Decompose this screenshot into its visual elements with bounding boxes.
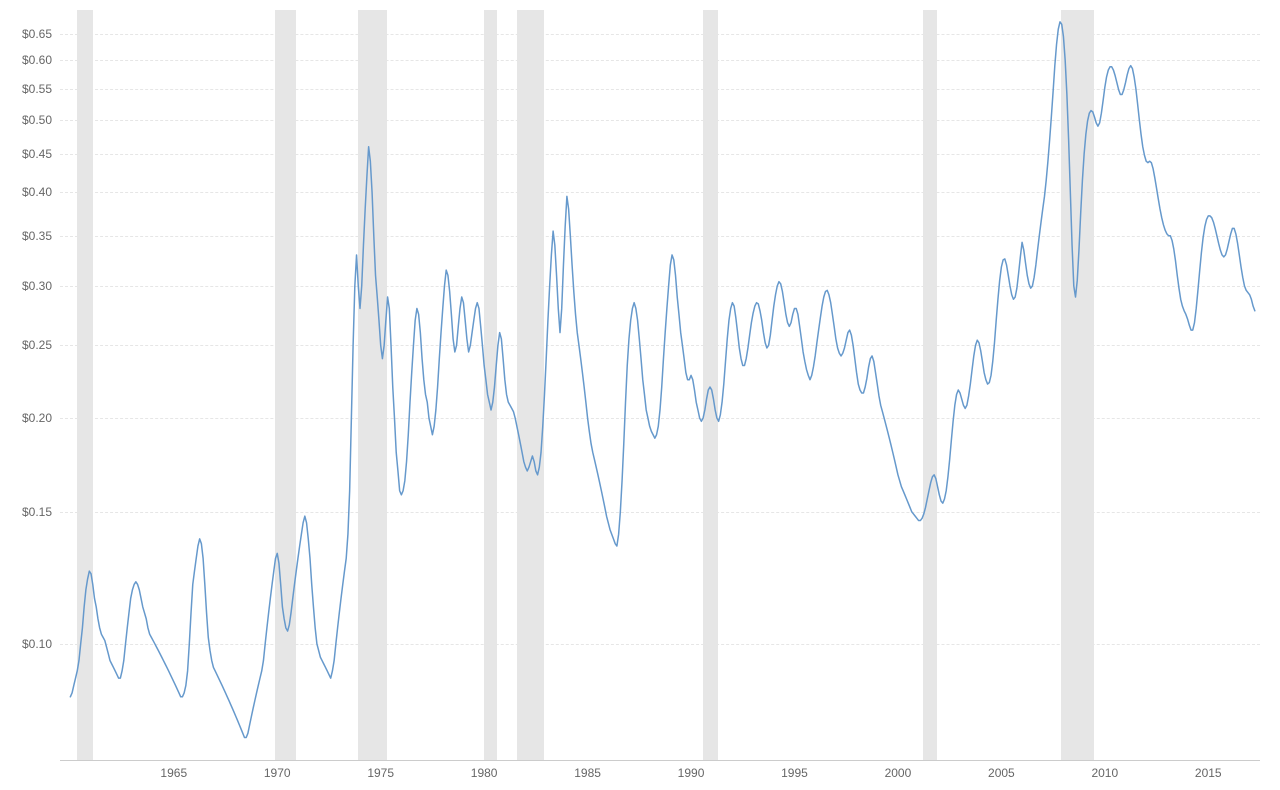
y-axis-label: $0.65 (0, 27, 52, 41)
x-axis-label: 1995 (781, 766, 808, 780)
y-axis-label: $0.30 (0, 279, 52, 293)
price-chart: $0.10 $0.15 $0.20 $0.25 $0.30 $0.35 $0.40 $0.45… (0, 0, 1280, 790)
x-axis-label: 1985 (574, 766, 601, 780)
y-axis-label: $0.55 (0, 82, 52, 96)
y-axis-label: $0.50 (0, 113, 52, 127)
x-axis-label: 1990 (678, 766, 705, 780)
x-axis-label: 1975 (367, 766, 394, 780)
y-axis-label: $0.40 (0, 185, 52, 199)
x-axis-label: 2010 (1091, 766, 1118, 780)
y-axis-label: $0.25 (0, 338, 52, 352)
y-axis-label: $0.60 (0, 53, 52, 67)
x-axis-label: 2000 (885, 766, 912, 780)
y-axis-label: $0.45 (0, 147, 52, 161)
y-axis-label: $0.35 (0, 229, 52, 243)
y-axis-label: $0.10 (0, 637, 52, 651)
y-axis-label: $0.15 (0, 505, 52, 519)
x-axis-label: 2005 (988, 766, 1015, 780)
y-axis-label: $0.20 (0, 411, 52, 425)
x-axis-label: 1980 (471, 766, 498, 780)
plot-area (60, 10, 1260, 760)
x-axis-label: 2015 (1195, 766, 1222, 780)
x-axis-label: 1970 (264, 766, 291, 780)
price-line (70, 22, 1254, 738)
series-layer (60, 10, 1260, 760)
x-axis-label: 1965 (160, 766, 187, 780)
x-axis-line (60, 760, 1260, 761)
